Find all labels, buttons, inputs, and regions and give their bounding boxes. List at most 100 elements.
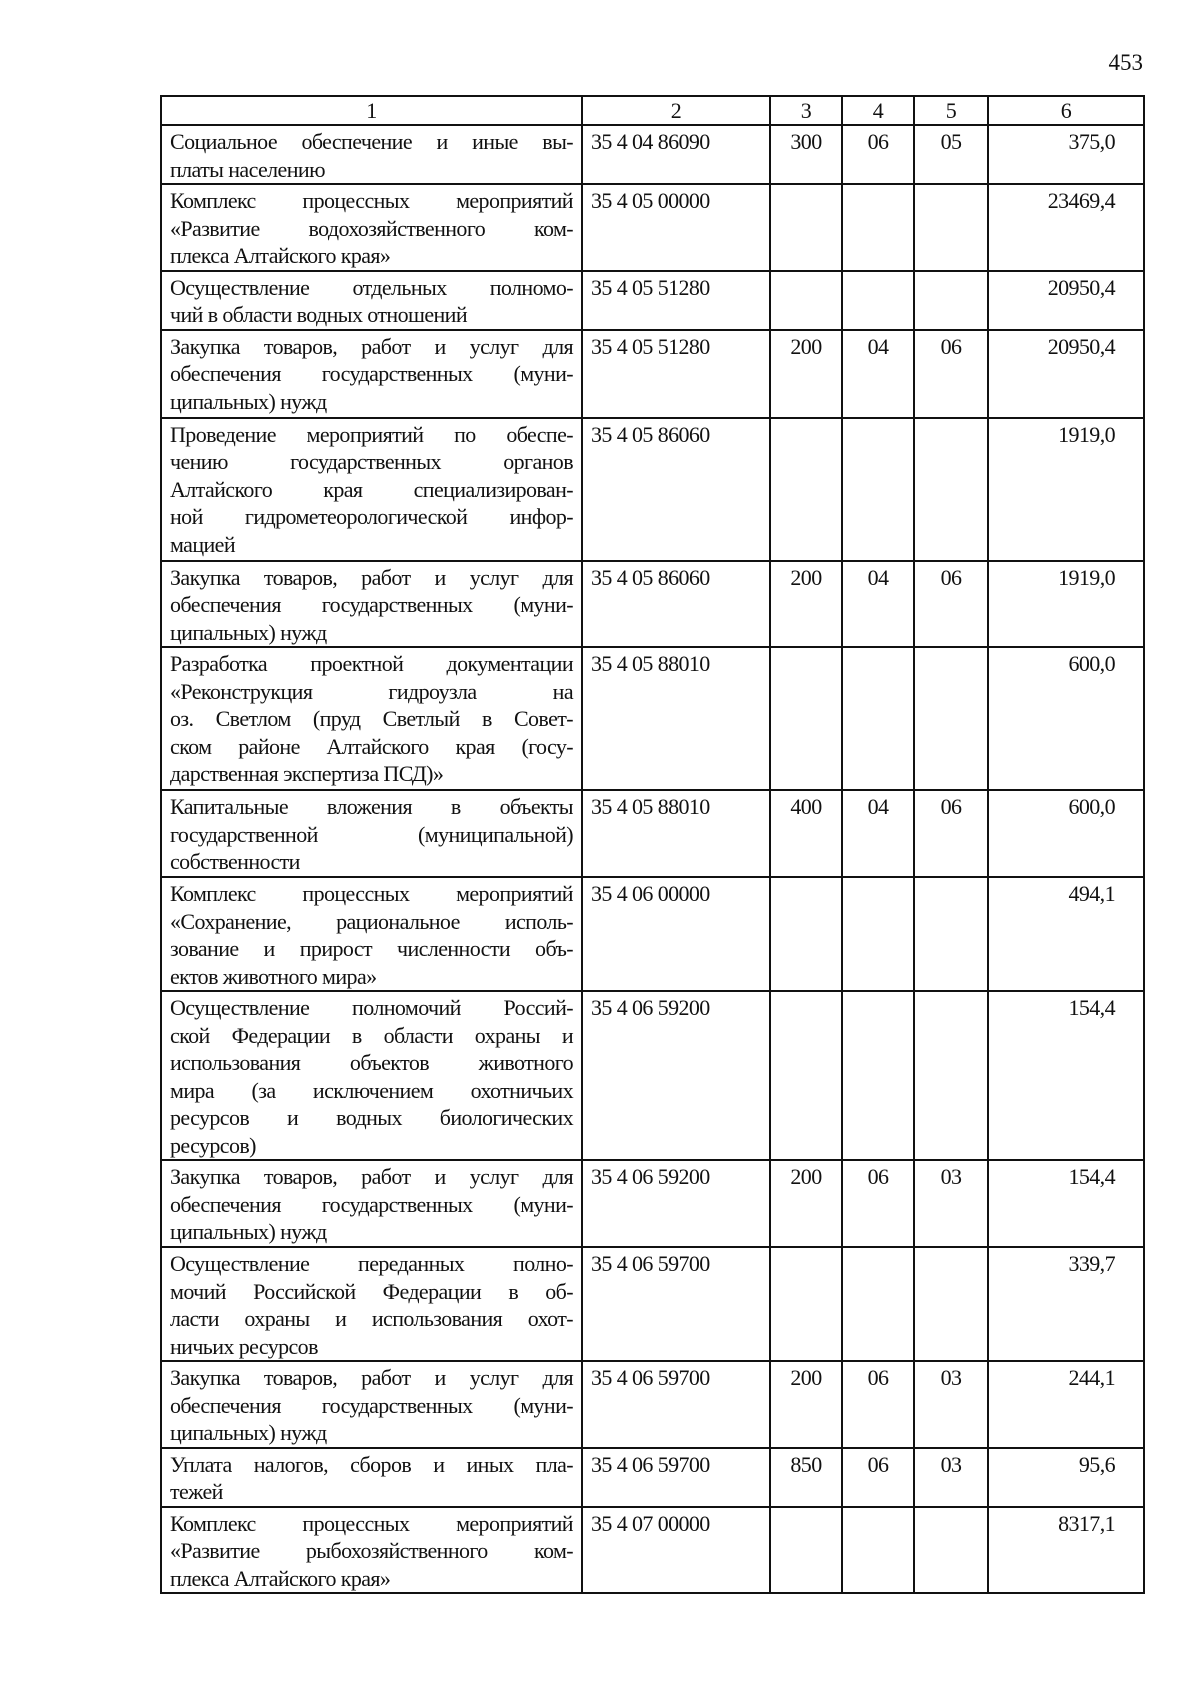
section: 06	[841, 1446, 915, 1508]
item-name: Закупка товаров, работ и услуг для обеспе…	[160, 328, 583, 419]
subsection	[913, 183, 989, 272]
budget-code: 35 4 05 51280	[581, 328, 771, 419]
page-number: 453	[1108, 50, 1144, 75]
item-name-line: ципальных) нужд	[170, 619, 327, 645]
budget-code: 35 4 07 00000	[581, 1505, 771, 1594]
budget-code: 35 4 06 59700	[581, 1246, 771, 1362]
item-name-line: тежей	[170, 1479, 223, 1504]
item-name-line: использования объектов животного	[170, 1050, 574, 1075]
expense-type: 200	[769, 1360, 843, 1449]
item-name-line: Комплекс процессных мероприятий	[170, 1510, 574, 1536]
header-col-4: 4	[841, 95, 915, 126]
table-row: Проведение мероприятий по обеспе-чению г…	[160, 416, 1145, 562]
subsection: 03	[913, 1446, 989, 1508]
item-name: Комплекс процессных мероприятий «Сохранен…	[160, 876, 583, 992]
expense-type: 400	[769, 789, 843, 878]
section: 04	[841, 328, 915, 419]
item-name-line: «Развитие водохозяйственного ком-	[170, 215, 574, 241]
item-name-line: ресурсов)	[170, 1132, 256, 1158]
section	[841, 876, 915, 992]
expense-type	[769, 876, 843, 992]
section: 04	[841, 559, 915, 648]
header-row: 1 2 3 4 5 6	[160, 95, 1145, 126]
item-name-line: зование и прирост численности объ-	[170, 936, 574, 961]
subsection	[913, 646, 989, 791]
item-name-line: обеспечения государственных (муни-	[170, 1191, 574, 1217]
section	[841, 990, 915, 1161]
item-name-line: «Сохранение, рациональное исполь-	[170, 908, 574, 934]
item-name-line: ской Федерации в области охраны и	[170, 1022, 574, 1048]
subsection: 06	[913, 328, 989, 419]
item-name-line: ной гидрометеорологической инфор-	[170, 504, 574, 529]
item-name-line: ципальных) нужд	[170, 1219, 327, 1244]
amount: 20950,4	[987, 328, 1145, 419]
item-name-line: «Реконструкция гидроузла на	[170, 678, 574, 704]
header-col-2: 2	[581, 95, 771, 126]
item-name-line: Капитальные вложения в объекты	[170, 794, 574, 819]
item-name: Уплата налогов, сборов и иных пла-тежей	[160, 1446, 583, 1508]
subsection	[913, 416, 989, 562]
item-name-line: плекса Алтайского края»	[170, 243, 391, 268]
item-name-line: обеспечения государственных (муни-	[170, 1392, 574, 1418]
budget-code: 35 4 05 00000	[581, 183, 771, 272]
item-name-line: Осуществление полномочий Россий-	[170, 995, 574, 1020]
budget-code: 35 4 06 59700	[581, 1360, 771, 1449]
subsection	[913, 990, 989, 1161]
table-row: Разработка проектной документации «Реконс…	[160, 646, 1145, 791]
item-name-line: ском районе Алтайского края (госу-	[170, 733, 574, 759]
subsection: 06	[913, 789, 989, 878]
table-row: Уплата налогов, сборов и иных пла-тежей 3…	[160, 1446, 1145, 1508]
budget-code: 35 4 06 00000	[581, 876, 771, 992]
amount: 244,1	[987, 1360, 1145, 1449]
item-name-line: мацией	[170, 531, 236, 557]
amount: 600,0	[987, 646, 1145, 791]
item-name: Комплекс процессных мероприятий «Развитие…	[160, 1505, 583, 1594]
amount: 1919,0	[987, 559, 1145, 648]
expense-type	[769, 416, 843, 562]
section	[841, 416, 915, 562]
item-name-line: ничьих ресурсов	[170, 1333, 318, 1359]
section	[841, 1246, 915, 1362]
item-name: Закупка товаров, работ и услуг для обеспе…	[160, 1360, 583, 1449]
section: 04	[841, 789, 915, 878]
item-name-line: Социальное обеспечение и иные вы-	[170, 129, 574, 154]
table-row: Осуществление полномочий Россий-ской Фед…	[160, 990, 1145, 1161]
item-name-line: Комплекс процессных мероприятий	[170, 188, 574, 213]
subsection	[913, 269, 989, 331]
table-row: Осуществление отдельных полномо-чий в об…	[160, 269, 1145, 331]
item-name: Закупка товаров, работ и услуг для обеспе…	[160, 559, 583, 648]
table-row: Комплекс процессных мероприятий «Развитие…	[160, 1505, 1145, 1594]
table-row: Закупка товаров, работ и услуг для обеспе…	[160, 1159, 1145, 1248]
table-row: Комплекс процессных мероприятий «Сохранен…	[160, 876, 1145, 992]
budget-code: 35 4 06 59700	[581, 1446, 771, 1508]
section: 06	[841, 124, 915, 185]
amount: 494,1	[987, 876, 1145, 992]
item-name: Комплекс процессных мероприятий «Развитие…	[160, 183, 583, 272]
header-col-3: 3	[769, 95, 843, 126]
budget-code: 35 4 06 59200	[581, 990, 771, 1161]
header-col-6: 6	[987, 95, 1145, 126]
expense-type: 200	[769, 328, 843, 419]
item-name: Социальное обеспечение и иные вы-платы н…	[160, 124, 583, 185]
item-name-line: Алтайского края специализирован-	[170, 476, 574, 502]
amount: 23469,4	[987, 183, 1145, 272]
amount: 600,0	[987, 789, 1145, 878]
item-name: Осуществление переданных полно-мочий Рос…	[160, 1246, 583, 1362]
item-name-line: чению государственных органов	[170, 449, 574, 474]
item-name-line: Осуществление переданных полно-	[170, 1251, 574, 1276]
expense-type	[769, 1505, 843, 1594]
item-name-line: чий в области водных отношений	[170, 302, 468, 327]
item-name: Проведение мероприятий по обеспе-чению г…	[160, 416, 583, 562]
amount: 154,4	[987, 990, 1145, 1161]
header-col-1: 1	[160, 95, 583, 126]
item-name: Разработка проектной документации «Реконс…	[160, 646, 583, 791]
item-name-line: собственности	[170, 849, 300, 874]
amount: 375,0	[987, 124, 1145, 185]
budget-code: 35 4 05 86060	[581, 416, 771, 562]
subsection	[913, 876, 989, 992]
budget-code: 35 4 06 59200	[581, 1159, 771, 1248]
amount: 339,7	[987, 1246, 1145, 1362]
expense-type	[769, 183, 843, 272]
item-name-line: Закупка товаров, работ и услуг для	[170, 1164, 574, 1189]
amount: 154,4	[987, 1159, 1145, 1248]
